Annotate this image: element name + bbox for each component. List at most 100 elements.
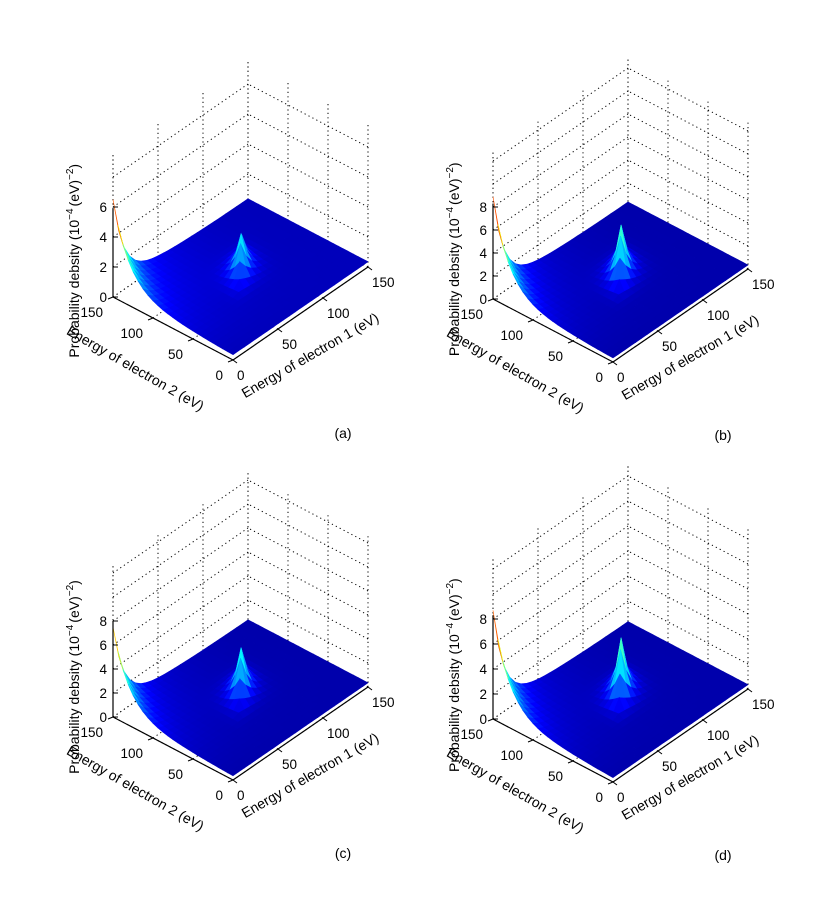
z-tick-label: 2 bbox=[479, 269, 487, 284]
z-tick-label: 8 bbox=[479, 200, 487, 215]
z-axis-label: Probability debsity (10−4 (eV)−2) bbox=[65, 164, 82, 358]
x-tick-label: 50 bbox=[662, 759, 677, 774]
x-tick-mark bbox=[232, 359, 238, 364]
gridline bbox=[627, 500, 749, 565]
x-tick-mark bbox=[657, 750, 663, 755]
y-tick-label: 150 bbox=[460, 727, 483, 742]
x-tick-label: 0 bbox=[617, 790, 625, 805]
gridline bbox=[247, 527, 369, 592]
y-tick-mark bbox=[567, 760, 574, 764]
gridline bbox=[627, 475, 749, 540]
z-axis-label: Probability debsity (10−4 (eV)−2) bbox=[445, 162, 462, 356]
gridline bbox=[112, 113, 249, 208]
surface-patch bbox=[227, 768, 240, 777]
z-tick-label: 6 bbox=[479, 223, 487, 238]
z-tick-label: 8 bbox=[99, 614, 107, 629]
z-label-mid: (eV) bbox=[446, 594, 462, 620]
z-tick-label: 0 bbox=[479, 292, 487, 307]
x-tick-mark bbox=[702, 299, 708, 304]
y-tick-label: 150 bbox=[80, 305, 103, 320]
gridline bbox=[627, 67, 749, 132]
y-tick-mark bbox=[607, 361, 614, 365]
y-tick-label: 0 bbox=[215, 788, 223, 803]
x-tick-mark bbox=[612, 781, 618, 786]
z-label-main: Probability debsity (10 bbox=[66, 636, 82, 774]
y-tick-label: 150 bbox=[80, 725, 103, 740]
surface-patch bbox=[607, 770, 620, 778]
x-tick-mark bbox=[657, 330, 663, 335]
z-label-exp2: −2 bbox=[65, 168, 76, 180]
gridline bbox=[247, 113, 369, 178]
y-tick-label: 50 bbox=[168, 767, 183, 782]
gridline bbox=[627, 525, 749, 590]
y-axis bbox=[112, 296, 234, 361]
x-tick-label: 150 bbox=[372, 275, 395, 290]
gridline bbox=[112, 575, 249, 670]
surface-patch bbox=[227, 347, 240, 356]
gridline bbox=[492, 475, 629, 570]
gridline bbox=[112, 143, 249, 238]
y-tick-mark bbox=[487, 298, 494, 302]
gridline bbox=[627, 182, 749, 247]
x-tick-mark bbox=[322, 297, 328, 302]
x-tick-label: 100 bbox=[707, 308, 730, 323]
surface-patch bbox=[607, 350, 620, 359]
y-tick-label: 100 bbox=[500, 328, 523, 343]
panel-label: (d) bbox=[714, 847, 731, 863]
y-axis bbox=[112, 716, 234, 781]
y-tick-mark bbox=[227, 359, 234, 363]
z-tick-label: 2 bbox=[479, 687, 487, 702]
gridline bbox=[112, 599, 249, 694]
panel-label: (b) bbox=[714, 427, 731, 443]
gridline bbox=[112, 503, 249, 598]
gridline bbox=[247, 599, 369, 664]
z-label-close: ) bbox=[66, 580, 82, 585]
x-tick-label: 150 bbox=[752, 697, 775, 712]
y-tick-mark bbox=[187, 758, 194, 762]
z-label-close: ) bbox=[446, 578, 462, 583]
x-tick-label: 100 bbox=[327, 726, 350, 741]
gridline bbox=[492, 182, 629, 277]
gridline bbox=[627, 159, 749, 224]
x-tick-label: 100 bbox=[327, 306, 350, 321]
z-tick-label: 8 bbox=[479, 612, 487, 627]
z-label-main: Probability debsity (10 bbox=[446, 634, 462, 772]
y-tick-label: 100 bbox=[120, 326, 143, 341]
surface bbox=[492, 196, 749, 359]
y-tick-label: 0 bbox=[215, 368, 223, 383]
panel-label: (c) bbox=[335, 845, 351, 861]
z-label-mid: (eV) bbox=[66, 180, 82, 206]
gridline bbox=[112, 173, 249, 268]
x-tick-label: 0 bbox=[237, 788, 245, 803]
gridline bbox=[627, 600, 749, 665]
x-tick-mark bbox=[747, 688, 753, 693]
x-tick-label: 150 bbox=[752, 277, 775, 292]
gridline bbox=[247, 551, 369, 616]
y-tick-mark bbox=[487, 718, 494, 722]
panel-label: (a) bbox=[334, 425, 351, 441]
y-tick-label: 50 bbox=[548, 349, 563, 364]
y-tick-mark bbox=[227, 779, 234, 783]
gridline bbox=[247, 479, 369, 544]
y-tick-label: 0 bbox=[595, 370, 603, 385]
x-tick-label: 50 bbox=[282, 757, 297, 772]
z-label-exp1: −4 bbox=[65, 624, 76, 636]
gridline bbox=[492, 136, 629, 231]
y-tick-mark bbox=[107, 296, 114, 300]
surface bbox=[112, 619, 369, 777]
y-tick-label: 50 bbox=[548, 769, 563, 784]
gridline bbox=[247, 83, 369, 148]
gridline bbox=[112, 527, 249, 622]
x-axis bbox=[612, 688, 749, 783]
y-tick-mark bbox=[147, 737, 154, 741]
x-tick-mark bbox=[367, 266, 373, 271]
gridline bbox=[627, 113, 749, 178]
gridline bbox=[492, 159, 629, 254]
y-axis bbox=[492, 718, 614, 783]
z-label-exp2: −2 bbox=[65, 584, 76, 596]
z-label-main: Probability debsity (10 bbox=[66, 220, 82, 358]
